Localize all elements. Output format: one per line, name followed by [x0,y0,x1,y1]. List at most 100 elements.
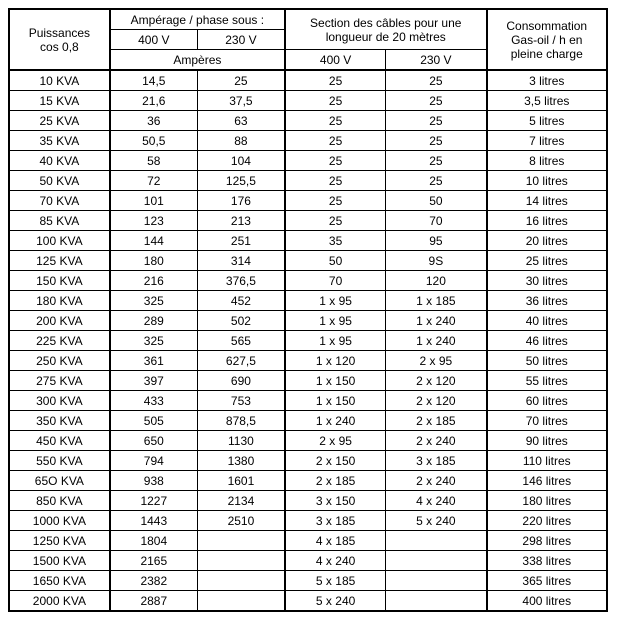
table-row: 50 KVA72125,5252510 litres [9,171,607,191]
cell-sec-230v: 25 [386,131,487,151]
table-row: 1250 KVA18044 x 185298 litres [9,531,607,551]
cell-sec-230v: 2 x 120 [386,391,487,411]
table-row: 25 KVA366325255 litres [9,111,607,131]
table-row: 300 KVA4337531 x 1502 x 12060 litres [9,391,607,411]
cell-amp-400v: 50,5 [110,131,198,151]
cell-sec-400v: 25 [285,211,386,231]
cell-puissance: 1000 KVA [9,511,110,531]
cell-sec-400v: 35 [285,231,386,251]
cell-sec-230v [386,531,487,551]
cell-conso: 146 litres [487,471,608,491]
cell-sec-400v: 25 [285,191,386,211]
table-header: Puissances cos 0,8 Ampérage / phase sous… [9,9,607,70]
cell-conso: 14 litres [487,191,608,211]
cell-puissance: 85 KVA [9,211,110,231]
cell-sec-230v: 25 [386,70,487,91]
cell-conso: 60 litres [487,391,608,411]
table-row: 150 KVA216376,57012030 litres [9,271,607,291]
cell-amp-400v: 289 [110,311,198,331]
cell-amp-400v: 938 [110,471,198,491]
cell-puissance: 180 KVA [9,291,110,311]
table-row: 1000 KVA144325103 x 1855 x 240220 litres [9,511,607,531]
cell-sec-230v: 95 [386,231,487,251]
cell-puissance: 225 KVA [9,331,110,351]
cell-sec-400v: 4 x 185 [285,531,386,551]
cell-puissance: 70 KVA [9,191,110,211]
cell-amp-230v [197,531,285,551]
cell-amp-400v: 123 [110,211,198,231]
cell-sec-400v: 50 [285,251,386,271]
cell-amp-230v: 104 [197,151,285,171]
cell-amp-230v: 502 [197,311,285,331]
cell-conso: 90 litres [487,431,608,451]
cell-sec-230v: 2 x 240 [386,471,487,491]
cell-puissance: 40 KVA [9,151,110,171]
cell-amp-230v: 1380 [197,451,285,471]
cell-conso: 25 litres [487,251,608,271]
cell-sec-400v: 3 x 150 [285,491,386,511]
cell-conso: 55 litres [487,371,608,391]
cell-amp-400v: 361 [110,351,198,371]
header-sec-400v: 400 V [285,50,386,71]
table-row: 200 KVA2895021 x 951 x 24040 litres [9,311,607,331]
cell-puissance: 275 KVA [9,371,110,391]
cell-puissance: 200 KVA [9,311,110,331]
cell-puissance: 550 KVA [9,451,110,471]
generator-spec-table: Puissances cos 0,8 Ampérage / phase sous… [8,8,608,612]
cell-sec-400v: 1 x 240 [285,411,386,431]
table-row: 250 KVA361627,51 x 1202 x 9550 litres [9,351,607,371]
table-row: 350 KVA505878,51 x 2402 x 18570 litres [9,411,607,431]
table-body: 10 KVA14,52525253 litres15 KVA21,637,525… [9,70,607,611]
cell-conso: 30 litres [487,271,608,291]
cell-puissance: 65O KVA [9,471,110,491]
header-puissances: Puissances cos 0,8 [9,9,110,70]
table-row: 10 KVA14,52525253 litres [9,70,607,91]
cell-puissance: 35 KVA [9,131,110,151]
cell-amp-230v: 690 [197,371,285,391]
cell-conso: 7 litres [487,131,608,151]
cell-puissance: 100 KVA [9,231,110,251]
cell-sec-400v: 1 x 120 [285,351,386,371]
cell-sec-400v: 1 x 150 [285,371,386,391]
cell-sec-400v: 2 x 185 [285,471,386,491]
cell-puissance: 150 KVA [9,271,110,291]
cell-amp-400v: 433 [110,391,198,411]
cell-puissance: 350 KVA [9,411,110,431]
cell-sec-230v: 25 [386,111,487,131]
cell-sec-400v: 5 x 240 [285,591,386,612]
cell-conso: 298 litres [487,531,608,551]
cell-amp-400v: 36 [110,111,198,131]
header-conso-line1: Consommation [506,19,587,33]
cell-amp-230v [197,591,285,612]
cell-sec-230v [386,591,487,612]
cell-sec-400v: 25 [285,111,386,131]
cell-conso: 5 litres [487,111,608,131]
cell-conso: 50 litres [487,351,608,371]
cell-amp-230v: 176 [197,191,285,211]
cell-amp-230v: 213 [197,211,285,231]
cell-amp-230v: 2510 [197,511,285,531]
table-row: 550 KVA79413802 x 1503 x 185110 litres [9,451,607,471]
cell-conso: 36 litres [487,291,608,311]
header-amp-230v: 230 V [197,30,285,50]
cell-conso: 20 litres [487,231,608,251]
cell-amp-230v [197,551,285,571]
table-row: 70 KVA101176255014 litres [9,191,607,211]
cell-amp-400v: 14,5 [110,70,198,91]
cell-amp-400v: 72 [110,171,198,191]
cell-sec-230v: 1 x 240 [386,331,487,351]
cell-sec-230v: 50 [386,191,487,211]
cell-conso: 16 litres [487,211,608,231]
cell-sec-400v: 1 x 150 [285,391,386,411]
cell-amp-230v: 565 [197,331,285,351]
cell-sec-400v: 4 x 240 [285,551,386,571]
table-row: 40 KVA5810425258 litres [9,151,607,171]
cell-sec-230v: 2 x 185 [386,411,487,431]
cell-puissance: 1250 KVA [9,531,110,551]
cell-conso: 46 litres [487,331,608,351]
cell-conso: 10 litres [487,171,608,191]
cell-sec-230v: 1 x 185 [386,291,487,311]
table-row: 225 KVA3255651 x 951 x 24046 litres [9,331,607,351]
cell-amp-230v: 753 [197,391,285,411]
cell-amp-230v: 37,5 [197,91,285,111]
